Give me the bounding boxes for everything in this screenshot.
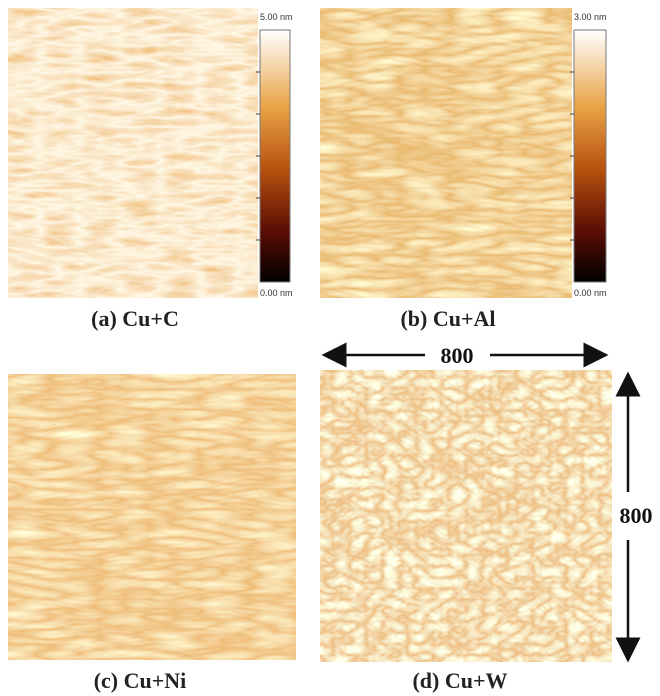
body: {"panels": [ {"caption": "(a) Cu+C", "sc… bbox=[0, 0, 660, 696]
caption: (d) Cu+W bbox=[412, 668, 507, 693]
caption: (c) Cu+Ni bbox=[94, 668, 187, 693]
caption: (a) Cu+C bbox=[91, 306, 179, 331]
scale-min: 0.00 nm bbox=[260, 288, 293, 298]
figure: 5.00 nm 0.00 nm (a) Cu+C 3.00 nm 0.00 nm… bbox=[0, 0, 660, 696]
height-label: 800 bbox=[620, 503, 653, 528]
scale-max: 5.00 nm bbox=[260, 12, 293, 22]
scale-min: 0.00 nm bbox=[574, 288, 607, 298]
page: body { margin: 0; background: #fff; font… bbox=[0, 0, 660, 696]
afm-image bbox=[8, 8, 258, 298]
afm-image bbox=[320, 8, 572, 298]
width-label: 800 bbox=[441, 343, 474, 368]
scale-max: 3.00 nm bbox=[574, 12, 607, 22]
afm-image bbox=[8, 374, 296, 660]
caption: (b) Cu+Al bbox=[400, 306, 495, 331]
afm-image bbox=[320, 370, 612, 662]
color-bar bbox=[574, 30, 606, 282]
color-bar bbox=[260, 30, 290, 282]
